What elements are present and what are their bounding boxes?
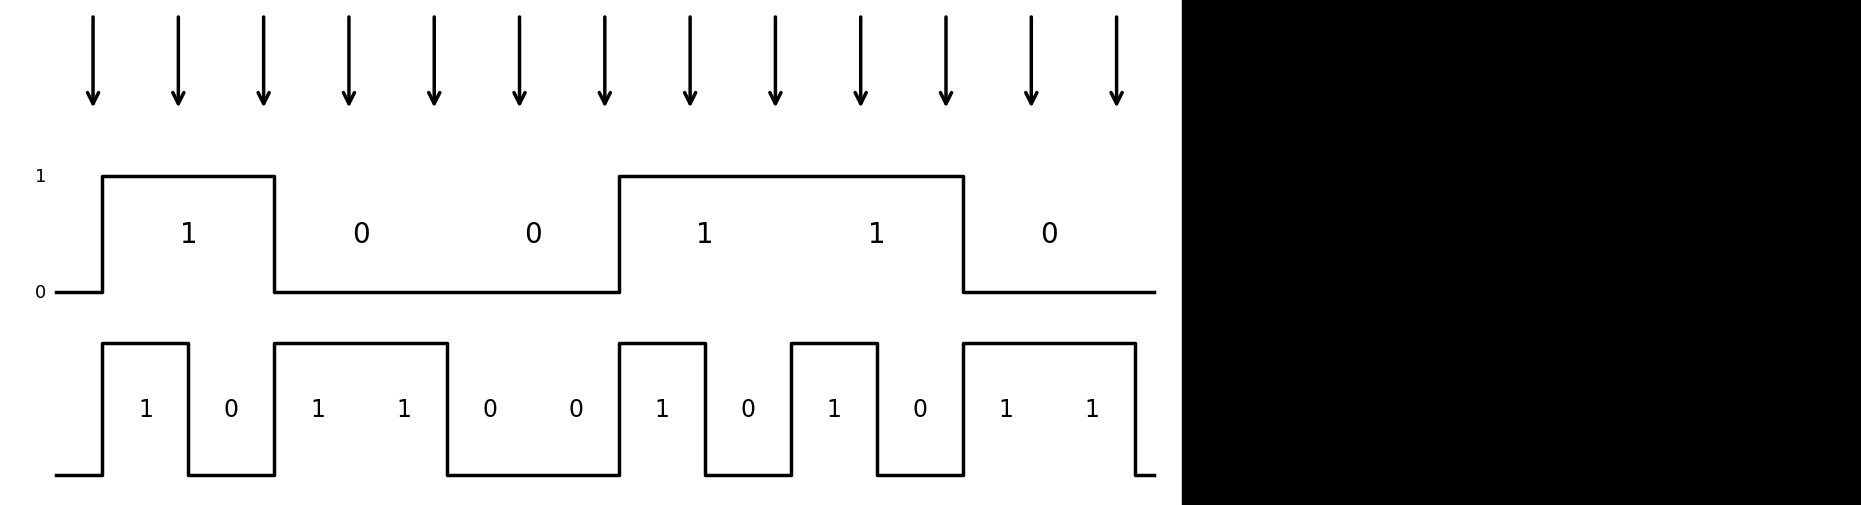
Text: Channel coding (biphase mark): Channel coding (biphase mark)	[1187, 424, 1537, 444]
Text: 1: 1	[181, 221, 197, 249]
Text: 0: 0	[568, 397, 582, 421]
Text: 0: 0	[1040, 221, 1059, 249]
Text: 1: 1	[999, 397, 1014, 421]
Text: Clock (twice bit rate) (Implied: Clock (twice bit rate) (Implied	[1187, 56, 1519, 76]
Text: 1: 1	[138, 397, 153, 421]
Text: 1: 1	[826, 397, 841, 421]
Bar	[1182, 0, 1861, 505]
Text: 1: 1	[1085, 397, 1100, 421]
Text: 1: 1	[35, 168, 47, 186]
Text: 0: 0	[912, 397, 927, 421]
Text: 1: 1	[655, 397, 670, 421]
Text: 1: 1	[396, 397, 411, 421]
Text: 1: 1	[311, 397, 326, 421]
Text: 0: 0	[482, 397, 497, 421]
Text: 0: 0	[352, 221, 370, 249]
Text: 0: 0	[741, 397, 756, 421]
Text: 0: 0	[35, 284, 47, 302]
Text: 1: 1	[869, 221, 886, 249]
Text: 1: 1	[696, 221, 713, 249]
Text: 0: 0	[523, 221, 542, 249]
Text: 0: 0	[223, 397, 238, 421]
Text: Source coding  (Audio Stream: Source coding (Audio Stream	[1187, 232, 1519, 252]
